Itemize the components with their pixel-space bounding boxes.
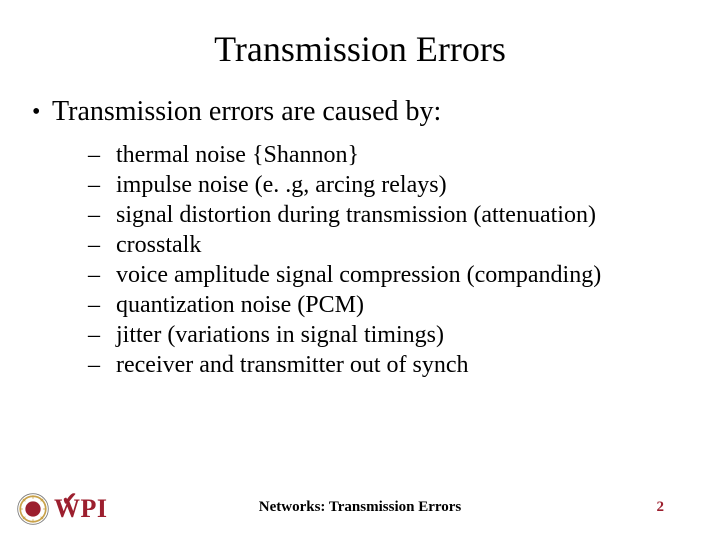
bullet-dash-icon: – bbox=[88, 170, 116, 200]
seal-icon bbox=[16, 492, 50, 526]
bullet-dash-icon: – bbox=[88, 350, 116, 380]
bullet-level-2: – signal distortion during transmission … bbox=[88, 200, 692, 230]
bullet-level-2: – crosstalk bbox=[88, 230, 692, 260]
bullet-level-2: – quantization noise (PCM) bbox=[88, 290, 692, 320]
slide-title: Transmission Errors bbox=[28, 28, 692, 70]
bullet-level-2-text: signal distortion during transmission (a… bbox=[116, 200, 692, 230]
bullet-level-2-text: impulse noise (e. .g, arcing relays) bbox=[116, 170, 692, 200]
bullet-level-2-text: receiver and transmitter out of synch bbox=[116, 350, 692, 380]
page-number: 2 bbox=[657, 499, 665, 516]
bullet-level-2: – jitter (variations in signal timings) bbox=[88, 320, 692, 350]
bullet-level-2: – impulse noise (e. .g, arcing relays) bbox=[88, 170, 692, 200]
bullet-level-2-text: voice amplitude signal compression (comp… bbox=[116, 260, 692, 290]
bullet-dot-icon: • bbox=[32, 96, 52, 128]
footer-center-text: Networks: Transmission Errors bbox=[0, 499, 720, 516]
bullet-level-2-text: crosstalk bbox=[116, 230, 692, 260]
bullet-level-2-text: jitter (variations in signal timings) bbox=[116, 320, 692, 350]
bullet-dash-icon: – bbox=[88, 140, 116, 170]
bullet-dash-icon: – bbox=[88, 260, 116, 290]
bullet-level-2-text: thermal noise {Shannon} bbox=[116, 140, 692, 170]
logo-check-icon: ✔ bbox=[62, 489, 77, 510]
bullet-dash-icon: – bbox=[88, 200, 116, 230]
bullet-level-2: – thermal noise {Shannon} bbox=[88, 140, 692, 170]
bullet-dash-icon: – bbox=[88, 230, 116, 260]
bullet-level-2: – voice amplitude signal compression (co… bbox=[88, 260, 692, 290]
bullet-level-1-text: Transmission errors are caused by: bbox=[52, 96, 692, 128]
bullet-level-2: – receiver and transmitter out of synch bbox=[88, 350, 692, 380]
sub-bullet-list: – thermal noise {Shannon} – impulse nois… bbox=[28, 140, 692, 380]
bullet-level-1: • Transmission errors are caused by: bbox=[28, 96, 692, 128]
slide-footer: Networks: Transmission Errors 2 bbox=[0, 476, 720, 516]
bullet-dash-icon: – bbox=[88, 320, 116, 350]
wpi-logo: ✔ WPI bbox=[16, 492, 108, 526]
bullet-level-2-text: quantization noise (PCM) bbox=[116, 290, 692, 320]
bullet-dash-icon: – bbox=[88, 290, 116, 320]
slide: Transmission Errors • Transmission error… bbox=[0, 0, 720, 540]
